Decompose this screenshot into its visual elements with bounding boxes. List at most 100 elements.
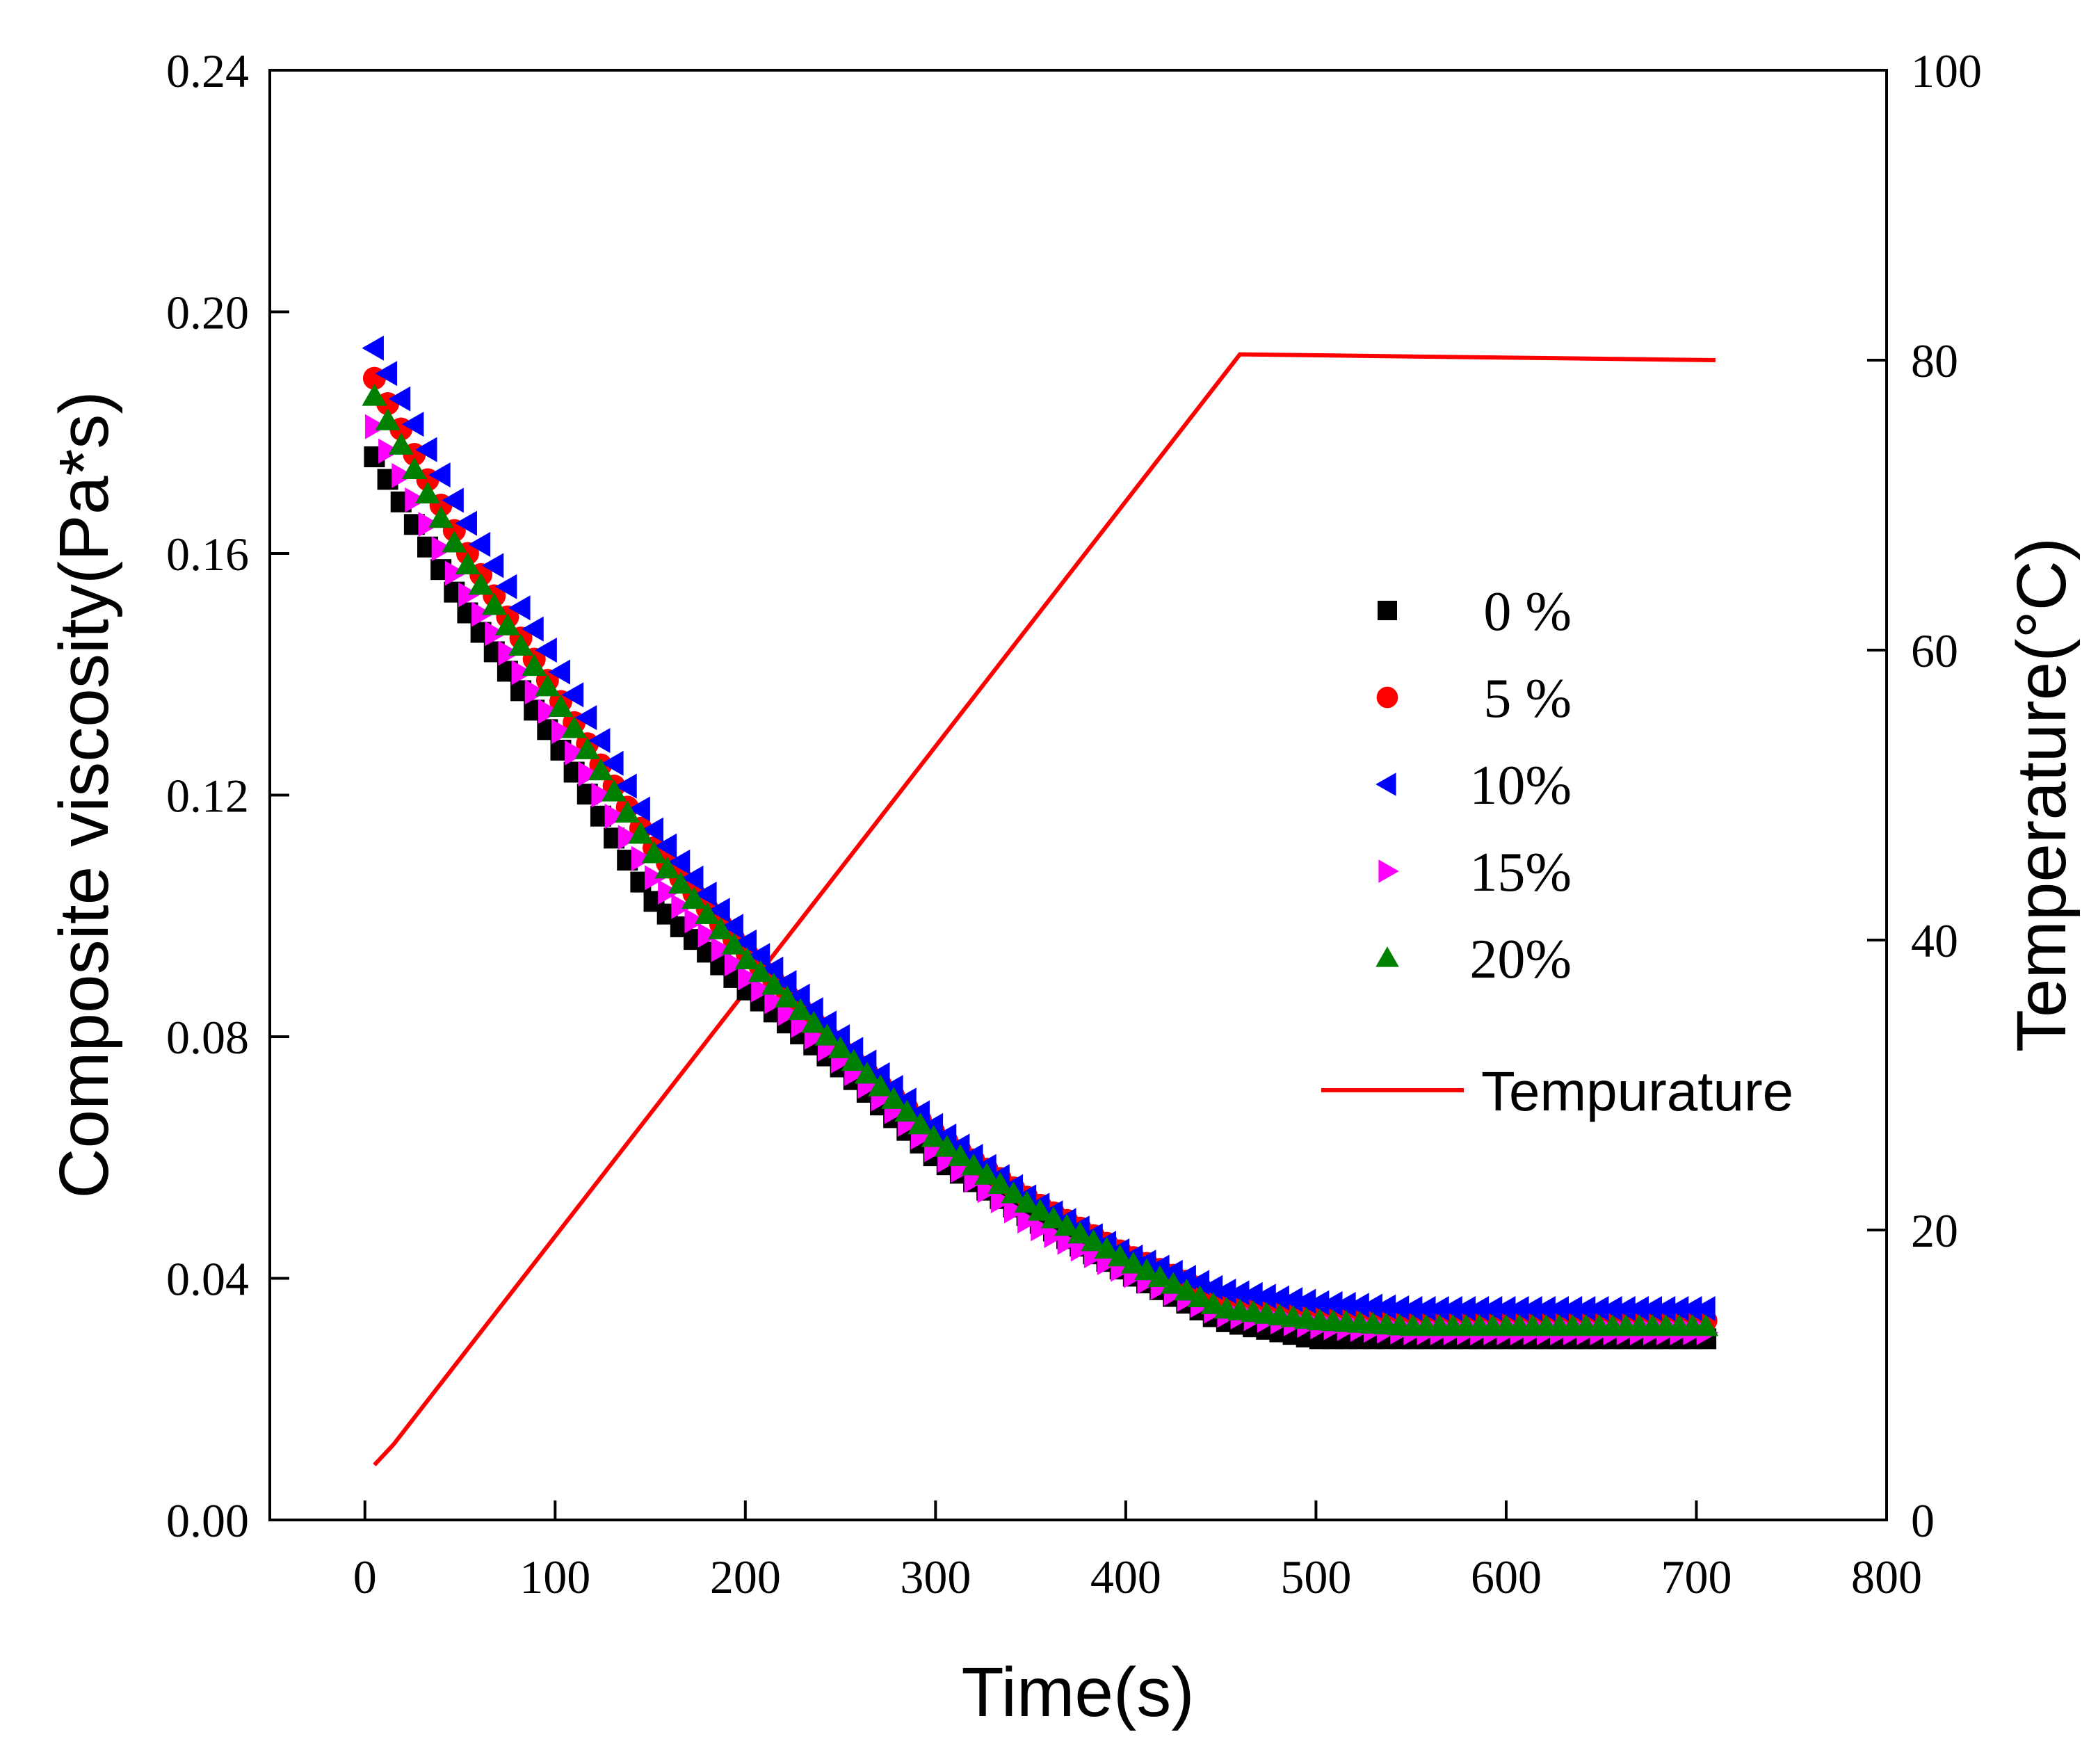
data-point — [1094, 1236, 1120, 1259]
data-point — [1507, 1295, 1529, 1321]
data-point — [947, 1144, 973, 1167]
data-point — [428, 505, 454, 528]
data-point — [868, 1074, 894, 1097]
legend-item: 0 % — [1378, 581, 1572, 642]
data-point — [1427, 1295, 1449, 1321]
data-point — [641, 817, 664, 843]
data-point — [375, 408, 401, 430]
data-point — [511, 660, 534, 686]
x-tick-label: 600 — [1471, 1551, 1542, 1603]
data-point — [668, 871, 693, 894]
y-tick-label: 0.20 — [166, 286, 249, 339]
data-point — [535, 674, 560, 697]
data-point — [1120, 1251, 1146, 1274]
data-point — [1387, 1295, 1410, 1320]
y-tick-label: 0.16 — [166, 528, 249, 581]
data-point — [442, 487, 464, 513]
data-point — [814, 1010, 837, 1036]
data-point — [428, 462, 451, 488]
data-point — [1360, 1293, 1382, 1319]
data-point — [1004, 1198, 1026, 1224]
data-point — [1453, 1295, 1476, 1321]
data-point — [1520, 1295, 1542, 1321]
data-point — [695, 881, 717, 907]
data-point — [1480, 1295, 1503, 1321]
data-point — [681, 887, 707, 909]
y-tick-label: 0.12 — [166, 770, 249, 823]
data-point — [628, 796, 650, 822]
legend-item: 15% — [1378, 842, 1572, 903]
data-point — [1133, 1258, 1159, 1281]
data-point — [588, 758, 613, 781]
legend-item: 5 % — [1376, 668, 1572, 729]
temperature-layer — [373, 352, 1716, 1466]
data-point — [574, 737, 600, 759]
legend: 0 % 5 % 10% 15% 20% Tempurature — [1321, 581, 1793, 1122]
data-point — [907, 1100, 930, 1126]
data-point — [468, 531, 491, 557]
data-point — [697, 923, 720, 948]
data-point — [481, 593, 507, 615]
data-point — [1293, 1288, 1316, 1314]
data-point — [565, 740, 587, 766]
data-point — [1147, 1265, 1173, 1287]
data-point — [1031, 1216, 1053, 1242]
data-point — [721, 914, 743, 939]
data-point — [841, 1049, 866, 1071]
data-point — [392, 462, 414, 488]
data-point — [481, 553, 504, 578]
data-point — [405, 487, 427, 512]
data-point — [1001, 1181, 1026, 1204]
data-point — [1600, 1295, 1622, 1321]
data-point — [388, 386, 411, 412]
data-point — [1533, 1295, 1556, 1321]
data-point — [907, 1112, 933, 1135]
data-point — [671, 893, 693, 919]
data-point — [641, 841, 667, 864]
data-point — [602, 779, 627, 802]
data-point — [1200, 1292, 1226, 1314]
data-point — [1227, 1280, 1250, 1306]
data-point — [828, 1036, 853, 1058]
x-tick-label: 400 — [1090, 1551, 1161, 1603]
data-point — [1640, 1295, 1663, 1321]
data-point — [455, 552, 481, 575]
data-point — [1321, 1290, 1343, 1316]
data-point — [788, 998, 814, 1021]
data-point — [894, 1099, 920, 1122]
data-point — [748, 960, 773, 982]
data-point — [934, 1135, 960, 1157]
y2-tick-label: 20 — [1911, 1204, 1958, 1257]
data-point — [591, 782, 613, 808]
data-point — [990, 1188, 1013, 1213]
data-point — [1187, 1285, 1213, 1308]
y2-tick-label: 100 — [1911, 44, 1982, 97]
data-point — [1493, 1295, 1516, 1321]
data-point — [401, 412, 424, 437]
legend-marker — [1375, 772, 1396, 796]
data-point — [721, 932, 747, 955]
data-point — [724, 951, 747, 977]
data-point — [841, 1037, 864, 1062]
x-tick-label: 0 — [353, 1551, 377, 1603]
data-point — [681, 865, 704, 891]
data-point — [574, 705, 597, 731]
data-point — [1241, 1281, 1263, 1307]
data-point — [921, 1125, 946, 1147]
data-point — [431, 536, 454, 562]
data-point — [894, 1087, 917, 1113]
data-point — [538, 699, 560, 725]
data-point — [814, 1023, 840, 1046]
x-axis-title: Time(s) — [961, 1653, 1194, 1731]
data-point — [1107, 1244, 1133, 1267]
data-point — [455, 510, 477, 536]
data-point — [494, 574, 517, 599]
x-tick-label: 700 — [1661, 1551, 1732, 1603]
legend-marker — [1378, 601, 1397, 620]
data-point — [1054, 1213, 1080, 1236]
y-axis-left: 0.00 0.04 0.08 0.12 0.16 0.20 0.24 — [166, 44, 289, 1547]
data-point — [615, 800, 640, 823]
series-3 — [362, 335, 1716, 1321]
data-point — [764, 989, 786, 1014]
